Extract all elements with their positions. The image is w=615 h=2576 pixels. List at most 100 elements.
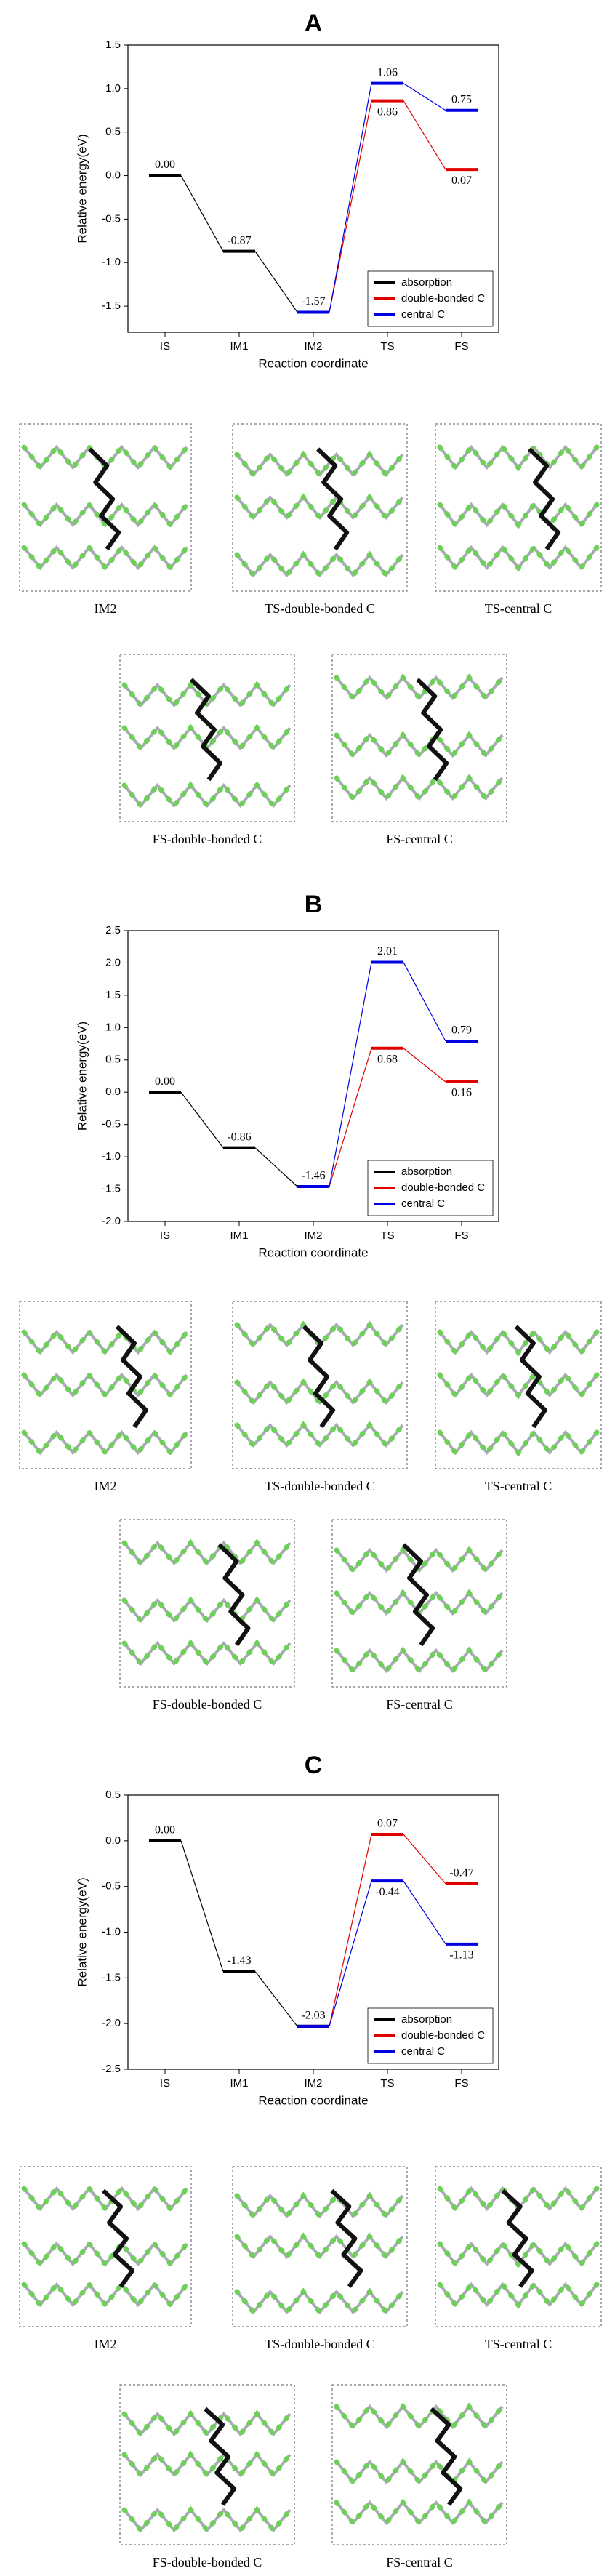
x-tick-label: IM1 — [230, 1229, 248, 1242]
slab-atoms — [334, 2402, 505, 2431]
slab-atoms — [121, 1596, 293, 1625]
slab-atoms — [437, 1371, 600, 1400]
x-tick-label: IM2 — [304, 340, 322, 353]
slab-atoms — [334, 731, 505, 760]
slab-atoms — [334, 1646, 505, 1675]
value-label: -1.13 — [449, 1949, 473, 1962]
value-label: 0.79 — [451, 1024, 472, 1037]
legend-label: central C — [401, 1197, 445, 1210]
panel-letter: C — [305, 1752, 323, 1779]
connector — [180, 1091, 224, 1149]
slab-atoms — [234, 1421, 406, 1450]
legend-label: central C — [401, 2045, 445, 2058]
y-axis-title: Relative energy(eV) — [75, 134, 89, 243]
y-tick-label: 0.0 — [105, 169, 121, 182]
x-axis-title: Reaction coordinate — [258, 2093, 368, 2107]
slab-atoms — [21, 1328, 190, 1357]
slab-atoms — [234, 2191, 406, 2220]
x-tick-label: TS — [380, 2077, 394, 2090]
x-tick-label: FS — [454, 1229, 468, 1242]
y-tick-label: -2.0 — [102, 2017, 121, 2029]
slab-atoms — [21, 1371, 190, 1400]
connector — [403, 83, 446, 111]
slab-atoms — [21, 543, 190, 572]
y-tick-label: -0.5 — [102, 1118, 121, 1131]
slab-atoms — [21, 1428, 190, 1457]
value-label: -1.43 — [227, 1954, 251, 1967]
structure-caption: FS-central C — [386, 1697, 453, 1712]
slab-atoms — [21, 500, 190, 529]
connector — [180, 175, 224, 252]
slab-atoms — [121, 781, 293, 810]
adsorbate-chain — [330, 2188, 363, 2288]
structure-caption: TS-central C — [485, 601, 552, 616]
structure-caption: TS-double-bonded C — [265, 601, 374, 616]
structure-image — [331, 654, 507, 822]
slab-atoms — [121, 2450, 293, 2479]
connector — [403, 962, 446, 1042]
slab-atoms — [234, 450, 406, 479]
slab-atoms — [234, 550, 406, 579]
legend-label: central C — [401, 308, 445, 321]
structure-image — [119, 2384, 295, 2545]
value-label: 0.75 — [451, 93, 472, 105]
legend-label: double-bonded C — [401, 2029, 485, 2042]
adsorbate-chain — [115, 1325, 148, 1429]
adsorbate-chain — [430, 2407, 463, 2506]
slab-atoms — [121, 1639, 293, 1668]
value-label: -0.87 — [227, 234, 251, 246]
adsorbate-chain — [189, 678, 222, 782]
structure-caption: TS-double-bonded C — [265, 1479, 374, 1493]
slab-atoms — [334, 774, 505, 803]
structure-caption: IM2 — [95, 2337, 117, 2351]
x-tick-label: TS — [380, 340, 394, 353]
slab-atoms — [234, 2287, 406, 2316]
legend-label: double-bonded C — [401, 1181, 485, 1194]
value-label: 0.68 — [377, 1053, 398, 1065]
y-tick-label: 0.5 — [105, 1054, 121, 1066]
structure-image — [331, 2384, 507, 2545]
structure-caption: FS-double-bonded C — [153, 832, 262, 846]
y-axis-title: Relative energy(eV) — [75, 1877, 89, 1986]
value-label: -1.57 — [301, 295, 325, 308]
x-axis-title: Reaction coordinate — [258, 1245, 368, 1259]
connector — [403, 1880, 446, 1945]
legend-label: absorption — [401, 276, 452, 289]
structure-image — [232, 423, 408, 592]
x-tick-label: IM1 — [230, 2077, 248, 2090]
slab-atoms — [234, 1378, 406, 1407]
connector — [180, 1840, 224, 1972]
x-tick-label: TS — [380, 1229, 394, 1242]
y-tick-label: 1.0 — [105, 1021, 121, 1033]
slab-atoms — [334, 2498, 505, 2527]
value-label: -2.03 — [301, 2010, 325, 2022]
value-label: 0.16 — [451, 1087, 472, 1099]
adsorbate-chain — [416, 678, 449, 782]
structure-caption: TS-double-bonded C — [265, 2337, 374, 2351]
slab-atoms — [121, 1538, 293, 1568]
y-tick-label: 1.0 — [105, 82, 121, 95]
value-label: -0.44 — [375, 1886, 399, 1898]
slab-atoms — [437, 443, 600, 472]
connector — [403, 1834, 446, 1885]
y-axis-title: Relative energy(eV) — [75, 1022, 89, 1131]
value-label: 0.00 — [155, 1075, 175, 1088]
slab-atoms — [21, 2239, 190, 2268]
structure-caption: TS-central C — [485, 2337, 552, 2351]
slab-atoms — [437, 2239, 600, 2268]
slab-atoms — [334, 2457, 505, 2487]
y-tick-label: -1.0 — [102, 1150, 121, 1163]
adsorbate-chain — [316, 447, 350, 551]
value-label: 0.00 — [155, 159, 175, 171]
slab-atoms — [437, 1428, 600, 1457]
y-tick-label: -1.0 — [102, 1925, 121, 1938]
structure-caption: FS-central C — [386, 2555, 453, 2569]
value-label: 0.07 — [377, 1818, 398, 1830]
y-tick-label: 2.5 — [105, 924, 121, 936]
structure-frame — [435, 423, 602, 592]
adsorbate-chain — [217, 1543, 251, 1647]
slab-atoms — [234, 2232, 406, 2261]
x-tick-label: IM2 — [304, 2077, 322, 2090]
legend-label: double-bonded C — [401, 292, 485, 305]
